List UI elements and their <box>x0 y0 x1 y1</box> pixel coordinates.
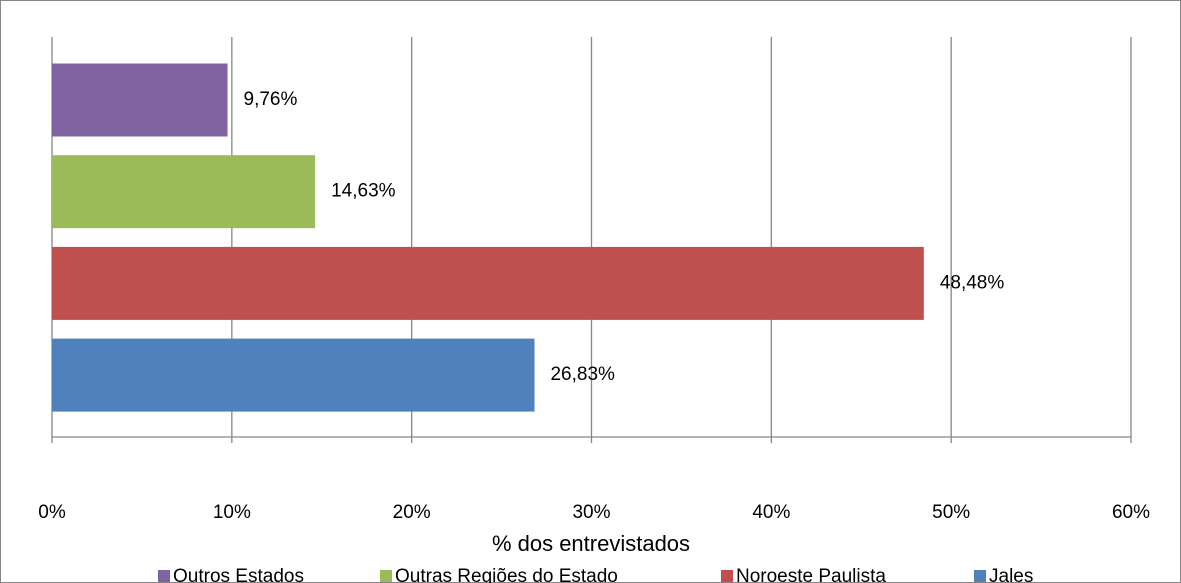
legend-swatch <box>974 570 986 582</box>
x-tick-label: 30% <box>572 502 610 523</box>
data-label: 14,63% <box>331 181 396 202</box>
legend-label: Outras Regiões do Estado <box>395 566 618 583</box>
data-label: 48,48% <box>940 272 1005 293</box>
legend-label: Noroeste Paulista <box>736 566 886 583</box>
bar <box>52 63 228 137</box>
data-label: 9,76% <box>244 89 298 110</box>
bar <box>52 246 924 320</box>
x-tick-label: 10% <box>213 502 251 523</box>
legend-swatch <box>721 570 733 582</box>
bar <box>52 338 535 412</box>
legend-label: Outros Estados <box>173 566 304 583</box>
data-label: 26,83% <box>550 364 615 385</box>
x-tick-label: 20% <box>393 502 431 523</box>
legend-label: Jales <box>989 566 1033 583</box>
x-tick-label: 0% <box>38 502 66 523</box>
legend-swatch <box>158 570 170 582</box>
x-axis-title: % dos entrevistados <box>492 531 690 556</box>
x-tick-label: 60% <box>1112 502 1150 523</box>
x-tick-label: 50% <box>932 502 970 523</box>
legend-swatch <box>380 570 392 582</box>
bar <box>52 155 316 229</box>
x-tick-label: 40% <box>752 502 790 523</box>
